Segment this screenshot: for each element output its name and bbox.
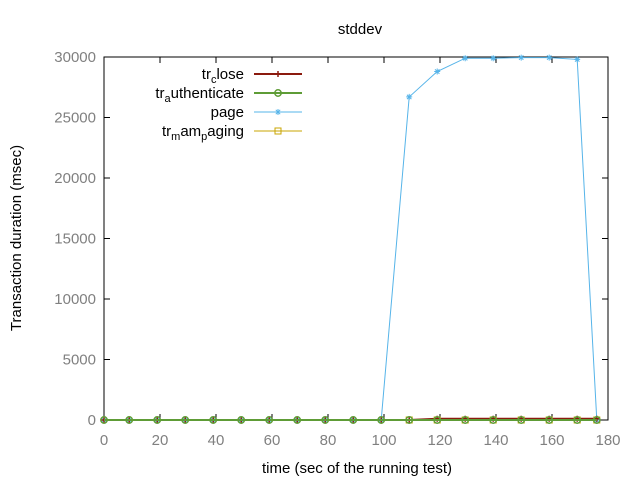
data-point-tr_authenticate <box>377 416 386 424</box>
data-point-page <box>434 68 441 75</box>
data-point-page <box>406 93 413 100</box>
data-point-tr_authenticate <box>125 416 134 424</box>
data-point-tr_authenticate <box>517 416 526 424</box>
series-line-page <box>104 57 598 421</box>
data-point-tr_authenticate <box>405 416 414 424</box>
legend-swatch-marker <box>274 127 282 135</box>
x-tick-label: 0 <box>100 432 108 449</box>
y-tick-label: 5000 <box>63 352 96 369</box>
data-point-tr_authenticate <box>237 416 246 424</box>
y-tick-label: 10000 <box>54 291 96 308</box>
data-point-page <box>518 54 525 61</box>
x-tick-label: 100 <box>371 432 396 449</box>
data-point-page <box>490 55 497 62</box>
data-point-tr_authenticate <box>181 416 190 424</box>
y-tick-label: 20000 <box>54 170 96 187</box>
axis-ticks: 0 20 40 60 80 100 120 140 160 180 0 5000 10000 15000 2… <box>54 49 620 449</box>
legend-item-tr_close: trclose <box>202 66 302 86</box>
y-tick-label: 15000 <box>54 231 96 248</box>
data-point-tr_authenticate <box>293 416 302 424</box>
legend-label: trmampaging <box>162 123 244 143</box>
data-point-page <box>574 56 581 63</box>
legend-item-tr_authenticate: trauthenticate <box>155 85 302 105</box>
data-point-tr_authenticate <box>489 416 498 424</box>
x-tick-label: 140 <box>483 432 508 449</box>
data-point-tr_authenticate <box>433 416 442 424</box>
y-tick-label: 25000 <box>54 110 96 127</box>
data-point-tr_authenticate <box>265 416 274 424</box>
legend-item-tr_mam_paging: trmampaging <box>162 123 302 143</box>
x-tick-label: 80 <box>320 432 337 449</box>
data-point-tr_authenticate <box>592 416 601 424</box>
y-tick-label: 0 <box>88 412 96 429</box>
data-point-tr_authenticate <box>461 416 470 424</box>
plot-frame <box>103 56 609 421</box>
legend-swatch-marker <box>274 89 282 97</box>
series-page <box>101 54 600 423</box>
data-point-tr_authenticate <box>573 416 582 424</box>
legend-swatch-marker <box>275 71 281 77</box>
data-point-page <box>462 55 469 62</box>
data-point-tr_authenticate <box>349 416 358 424</box>
legend-swatch-marker <box>275 109 281 115</box>
legend-label: trclose <box>202 66 244 86</box>
series-tr_authenticate <box>100 416 601 424</box>
x-tick-label: 180 <box>595 432 620 449</box>
series-layer <box>100 54 601 424</box>
legend-label: trauthenticate <box>155 85 244 105</box>
data-point-tr_authenticate <box>545 416 554 424</box>
x-axis-title: time (sec of the running test) <box>262 460 452 477</box>
y-axis-title: Transaction duration (msec) <box>8 145 25 331</box>
x-tick-label: 60 <box>264 432 281 449</box>
x-tick-label: 20 <box>152 432 169 449</box>
chart-title: stddev <box>338 21 383 38</box>
data-point-tr_authenticate <box>153 416 162 424</box>
data-point-tr_authenticate <box>321 416 330 424</box>
x-tick-label: 160 <box>539 432 564 449</box>
data-point-tr_authenticate <box>209 416 218 424</box>
plot-border <box>103 56 609 421</box>
x-tick-label: 40 <box>208 432 225 449</box>
y-tick-label: 30000 <box>54 49 96 66</box>
data-point-tr_authenticate <box>100 416 108 424</box>
data-point-page <box>546 54 553 61</box>
legend-item-page: page <box>211 104 302 121</box>
x-tick-label: 120 <box>427 432 452 449</box>
legend-label: page <box>211 104 244 121</box>
